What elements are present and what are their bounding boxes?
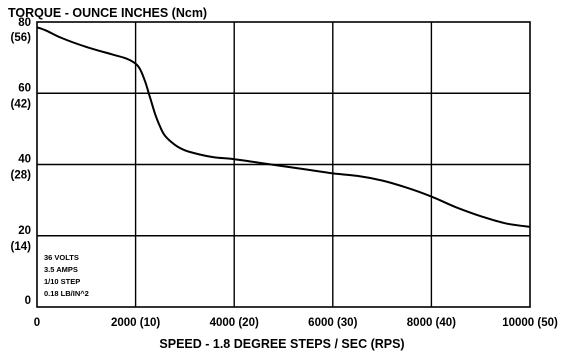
x-tick-label-4: 8000 (40) bbox=[407, 317, 456, 329]
x-tick-label-0: 0 bbox=[34, 317, 40, 329]
annotation-box: 36 VOLTS 3.5 AMPS 1/10 STEP 0.18 LB/IN^2 bbox=[44, 253, 89, 298]
y-tick-label-3: 20 bbox=[18, 225, 31, 237]
torque-curve bbox=[36, 26, 531, 228]
annotation-line-volts: 36 VOLTS bbox=[44, 253, 79, 262]
annotation-line-amps: 3.5 AMPS bbox=[44, 265, 78, 274]
x-axis-label: SPEED - 1.8 DEGREE STEPS / SEC (RPS) bbox=[159, 337, 404, 351]
x-tick-label-5: 10000 (50) bbox=[502, 317, 558, 329]
plot-frame bbox=[36, 21, 531, 308]
y-tick-label-0: 80 bbox=[18, 17, 31, 29]
series-group bbox=[36, 26, 531, 228]
x-tick-label-2: 4000 (20) bbox=[210, 317, 259, 329]
y-tick-sublabel-1: (42) bbox=[11, 98, 32, 110]
x-tick-label-3: 6000 (30) bbox=[308, 317, 357, 329]
y-axis-labels: 80 (56) 60 (42) 40 (28) 20 (14) 0 bbox=[11, 17, 32, 307]
annotation-line-step: 1/10 STEP bbox=[44, 277, 80, 286]
grid bbox=[36, 21, 531, 308]
annotation-line-inertia: 0.18 LB/IN^2 bbox=[44, 289, 89, 298]
y-tick-label-4: 0 bbox=[25, 295, 31, 307]
y-tick-label-2: 40 bbox=[18, 154, 31, 166]
x-axis-labels: 0 2000 (10) 4000 (20) 6000 (30) 8000 (40) 100… bbox=[34, 317, 558, 329]
chart-title: TORQUE - OUNCE INCHES (Ncm) bbox=[8, 6, 207, 20]
y-tick-sublabel-3: (14) bbox=[11, 241, 32, 253]
y-tick-sublabel-2: (28) bbox=[11, 170, 32, 182]
y-tick-label-1: 60 bbox=[18, 82, 31, 94]
x-tick-label-1: 2000 (10) bbox=[111, 317, 160, 329]
y-tick-sublabel-0: (56) bbox=[11, 32, 32, 44]
